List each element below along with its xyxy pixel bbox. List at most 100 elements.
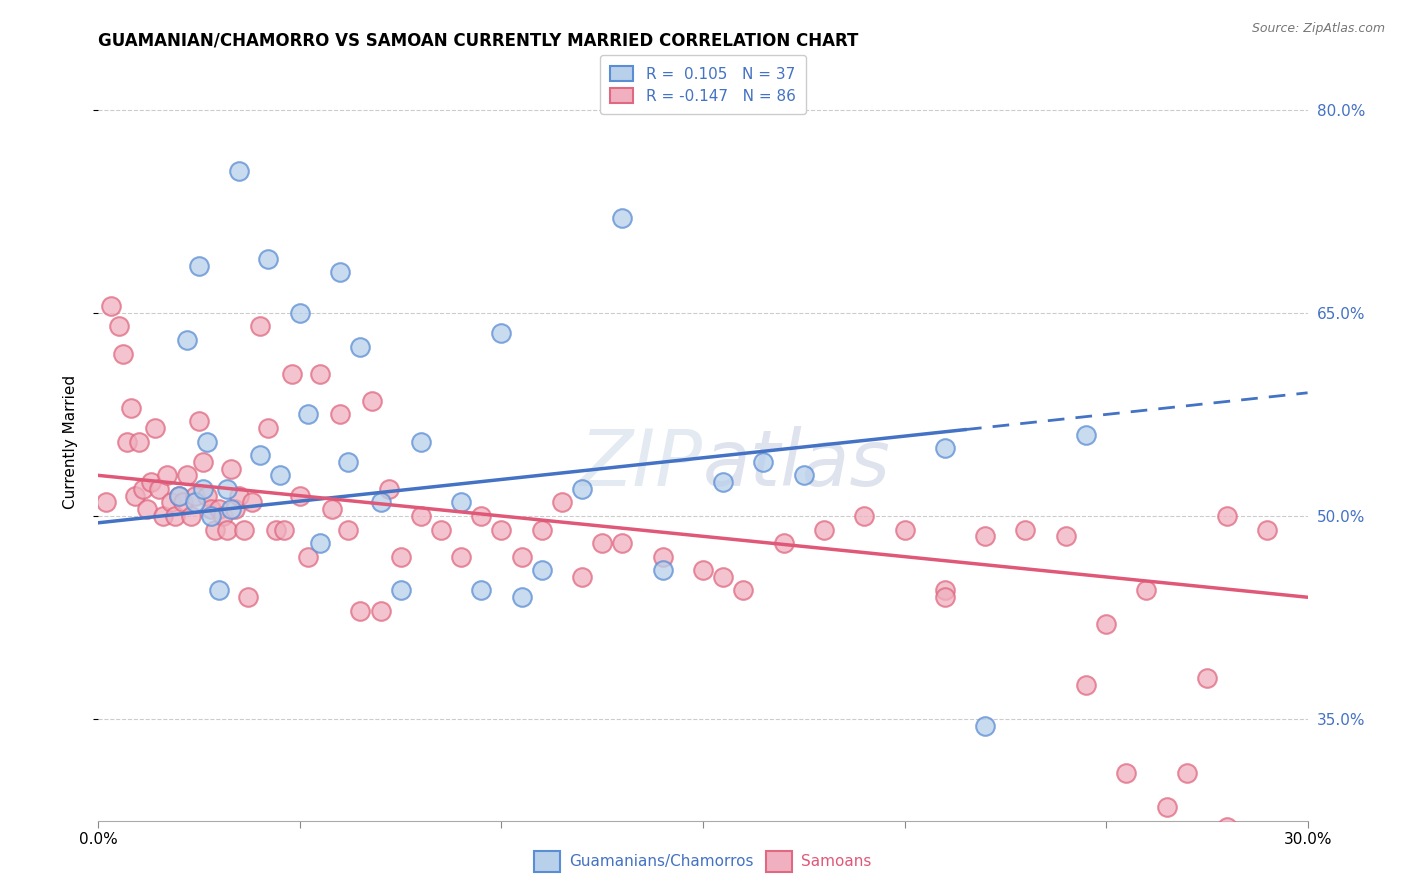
Point	[974, 529, 997, 543]
Point	[200, 502, 222, 516]
Point	[361, 393, 384, 408]
Point	[337, 455, 360, 469]
Point	[651, 563, 673, 577]
Point	[228, 489, 250, 503]
Point	[1156, 800, 1178, 814]
Point	[370, 604, 392, 618]
Point	[297, 408, 319, 422]
Point	[107, 319, 129, 334]
Point	[934, 591, 956, 605]
Point	[329, 408, 352, 422]
Y-axis label: Currently Married: Currently Married	[63, 375, 77, 508]
Point	[249, 448, 271, 462]
Point	[200, 508, 222, 523]
Point	[193, 455, 215, 469]
Point	[193, 482, 215, 496]
Point	[430, 523, 453, 537]
Point	[1074, 678, 1097, 692]
Point	[297, 549, 319, 564]
Point	[370, 495, 392, 509]
Point	[571, 482, 593, 496]
Text: Source: ZipAtlas.com: Source: ZipAtlas.com	[1251, 22, 1385, 36]
Point	[256, 421, 278, 435]
Point	[232, 523, 254, 537]
Point	[1054, 529, 1077, 543]
Point	[1014, 523, 1036, 537]
Point	[389, 549, 412, 564]
Point	[156, 468, 179, 483]
Point	[893, 523, 915, 537]
Point	[409, 508, 432, 523]
Point	[264, 523, 287, 537]
Point	[711, 570, 734, 584]
Point	[711, 475, 734, 490]
Point	[389, 583, 412, 598]
Point	[96, 495, 118, 509]
Point	[349, 340, 371, 354]
Point	[793, 468, 815, 483]
Point	[1216, 821, 1239, 835]
Point	[143, 421, 166, 435]
Point	[160, 495, 183, 509]
Point	[111, 346, 134, 360]
Point	[184, 489, 207, 503]
Point	[934, 442, 956, 456]
Point	[281, 367, 304, 381]
Point	[176, 333, 198, 347]
Point	[212, 508, 235, 523]
Point	[132, 482, 155, 496]
Point	[450, 549, 472, 564]
Point	[510, 591, 533, 605]
Point	[184, 495, 207, 509]
Point	[510, 549, 533, 564]
Point	[591, 536, 613, 550]
Point	[813, 523, 835, 537]
Text: Samoans: Samoans	[801, 855, 872, 869]
Point	[249, 319, 271, 334]
Point	[195, 489, 218, 503]
Text: Guamanians/Chamorros: Guamanians/Chamorros	[569, 855, 754, 869]
Point	[148, 482, 170, 496]
Point	[612, 211, 634, 226]
Text: atlas: atlas	[703, 426, 891, 502]
Point	[853, 508, 876, 523]
Text: ZIP: ZIP	[581, 426, 703, 502]
Point	[188, 259, 211, 273]
Point	[733, 583, 755, 598]
Point	[269, 468, 291, 483]
Point	[224, 502, 246, 516]
Point	[152, 508, 174, 523]
Point	[1095, 617, 1118, 632]
Point	[1175, 766, 1198, 780]
Point	[288, 489, 311, 503]
Point	[176, 468, 198, 483]
Point	[217, 523, 239, 537]
Point	[208, 583, 231, 598]
Point	[1074, 427, 1097, 442]
Point	[120, 401, 142, 415]
Point	[491, 326, 513, 341]
Point	[551, 495, 574, 509]
Point	[337, 523, 360, 537]
Point	[470, 508, 492, 523]
Point	[1216, 508, 1239, 523]
Point	[273, 523, 295, 537]
Point	[172, 495, 194, 509]
Point	[163, 508, 186, 523]
Point	[530, 563, 553, 577]
Point	[135, 502, 157, 516]
Legend: R =  0.105   N = 37, R = -0.147   N = 86: R = 0.105 N = 37, R = -0.147 N = 86	[600, 55, 806, 114]
Point	[167, 489, 190, 503]
Point	[240, 495, 263, 509]
Point	[217, 482, 239, 496]
Point	[772, 536, 794, 550]
Point	[309, 367, 332, 381]
Point	[1195, 672, 1218, 686]
Point	[221, 502, 243, 516]
Point	[228, 163, 250, 178]
Point	[124, 489, 146, 503]
Point	[651, 549, 673, 564]
Point	[934, 583, 956, 598]
Point	[288, 306, 311, 320]
Point	[100, 299, 122, 313]
